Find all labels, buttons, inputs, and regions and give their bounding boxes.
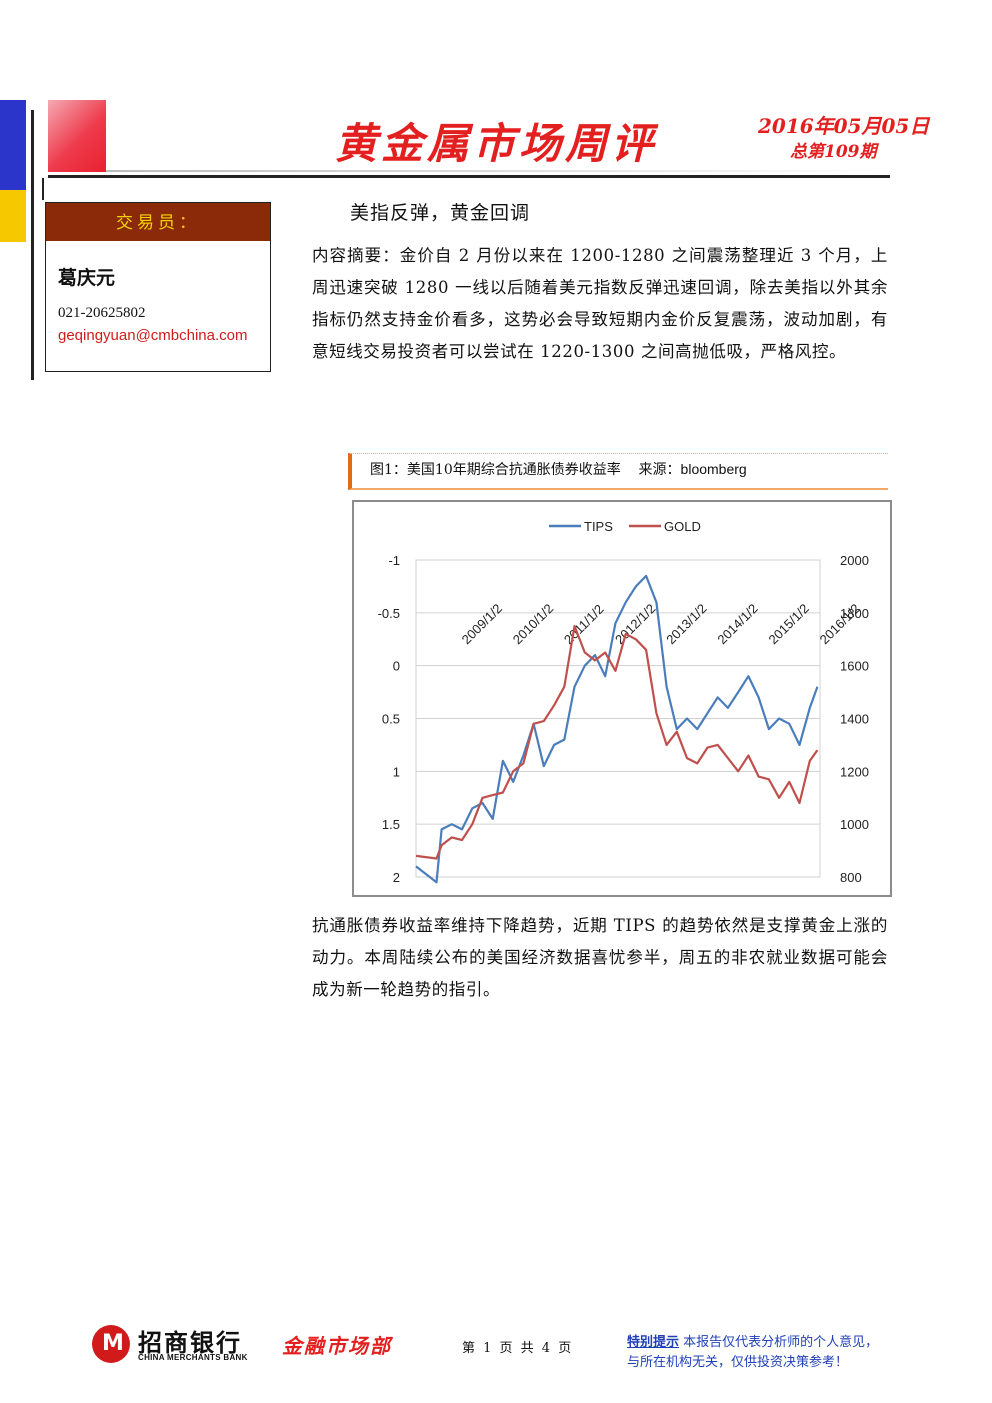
- bank-logo-letter: M: [102, 1331, 124, 1356]
- trader-email-link[interactable]: geqingyuan@cmbchina.com: [58, 327, 248, 344]
- decor-blue-block: [0, 100, 26, 190]
- disclaimer-line2: 与所在机构无关，仅供投资决策参考！: [627, 1355, 849, 1370]
- left-axis-tick-label: 1.5: [382, 817, 400, 832]
- decor-gradient-line: [106, 170, 890, 172]
- right-axis-tick-label: 1800: [840, 606, 869, 621]
- decor-yellow-block: [0, 190, 26, 242]
- right-axis-tick-label: 1600: [840, 659, 869, 674]
- disclaimer: 特别提示 本报告仅代表分析师的个人意见， 与所在机构无关，仅供投资决策参考！: [627, 1333, 878, 1373]
- report-date: 2016年05月05日: [758, 114, 930, 138]
- left-axis-tick-label: 2: [393, 870, 400, 885]
- series-line-tips: [415, 574, 819, 884]
- report-issue: 总第109期: [790, 142, 877, 162]
- series-line-gold: [415, 624, 819, 860]
- figure-source: 来源：bloomberg: [638, 461, 747, 477]
- article-subtitle: 美指反弹，黄金回调: [350, 202, 531, 224]
- right-axis-tick-label: 1400: [840, 712, 869, 727]
- article-summary: 内容摘要：金价自 2 月份以来在 1200-1280 之间震荡整理近 3 个月，…: [312, 246, 888, 361]
- x-axis-tick-label: 2013/1/2: [663, 601, 709, 647]
- x-axis-tick-label: 2011/1/2: [561, 601, 607, 647]
- report-title: 黄金属市场周评: [335, 119, 658, 168]
- article-body: 抗通胀债券收益率维持下降趋势，近期 TIPS 的趋势依然是支撑黄金上涨的动力。本…: [312, 916, 888, 999]
- tips-gold-chart: -1 -0.5 0 0.5 1 1.5 2 2000 1800 1600 1400 1200 1000 8…: [378, 519, 869, 885]
- bank-logo: M 招商银行 CHINA MERCHANTS BANK: [90, 1325, 255, 1365]
- left-axis-tick-label: 0: [393, 659, 400, 674]
- trader-phone: 021-20625802: [58, 305, 146, 321]
- bank-name: 招商银行: [138, 1329, 242, 1357]
- x-axis-tick-label: 2014/1/2: [714, 601, 760, 647]
- chart-container: -1 -0.5 0 0.5 1 1.5 2 2000 1800 1600 1400 1200 1000 8…: [352, 500, 892, 897]
- bank-name-en: CHINA MERCHANTS BANK: [138, 1353, 248, 1362]
- right-axis-tick-label: 800: [840, 870, 862, 885]
- x-axis-tick-label: 2010/1/2: [510, 601, 556, 647]
- decor-vertical-line: [31, 110, 34, 380]
- right-axis-tick-label: 2000: [840, 553, 869, 568]
- legend-label-gold: GOLD: [664, 519, 701, 534]
- page-number: 第 1 页 共 4 页: [462, 1341, 574, 1356]
- figure-caption-text: 图1：美国10年期综合抗通胀债券收益率 来源：bloomberg: [370, 459, 747, 479]
- decor-pink-block: [48, 100, 106, 172]
- header-rule: [48, 175, 890, 178]
- left-axis-tick-label: -1: [388, 553, 400, 568]
- left-axis-tick-label: -0.5: [378, 606, 400, 621]
- legend-label-tips: TIPS: [584, 519, 613, 534]
- bank-logo-mark: M: [92, 1325, 130, 1363]
- left-axis-tick-label: 0.5: [382, 712, 400, 727]
- figure-caption-bar: 图1：美国10年期综合抗通胀债券收益率 来源：bloomberg: [348, 453, 888, 490]
- left-axis-tick-label: 1: [393, 764, 400, 779]
- disclaimer-line1: 本报告仅代表分析师的个人意见，: [683, 1335, 879, 1350]
- decor-vertical-line-short: [42, 178, 44, 200]
- right-axis-tick-label: 1200: [840, 764, 869, 779]
- trader-name: 葛庆元: [58, 267, 116, 289]
- right-axis-tick-label: 1000: [840, 817, 869, 832]
- trader-card: 交易员： 葛庆元 021-20625802 geqingyuan@cmbchin…: [45, 202, 271, 372]
- figure-caption: 图1：美国10年期综合抗通胀债券收益率: [370, 462, 621, 478]
- trader-heading: 交易员：: [46, 203, 270, 241]
- x-axis-tick-label: 2009/1/2: [459, 601, 505, 647]
- department-name: 金融市场部: [282, 1334, 392, 1358]
- x-axis-tick-label: 2015/1/2: [765, 601, 811, 647]
- disclaimer-key: 特别提示: [627, 1335, 680, 1350]
